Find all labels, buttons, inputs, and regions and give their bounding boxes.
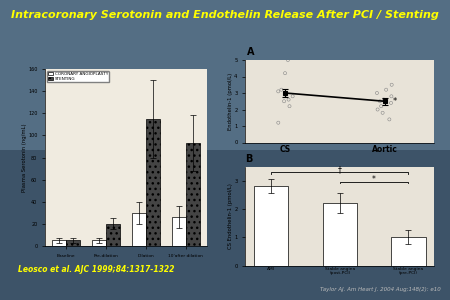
Bar [132,213,146,246]
Point [379,110,386,115]
Text: Taylor AJ. Am Heart J. 2004 Aug;148(2): e10: Taylor AJ. Am Heart J. 2004 Aug;148(2): … [320,287,441,292]
Point [289,94,296,99]
Point [378,104,385,109]
Point [285,97,292,102]
Text: †: † [338,165,342,174]
Point [374,107,381,112]
Text: Leosco et al. AJC 1999;84:1317-1322: Leosco et al. AJC 1999;84:1317-1322 [18,266,175,274]
Point [278,87,285,92]
Bar [323,203,357,266]
Point [382,87,390,92]
Bar [0,0,450,150]
Point [274,120,282,125]
Bar [254,186,288,266]
Y-axis label: Endothelin-1 (pmol/L): Endothelin-1 (pmol/L) [228,73,233,130]
Point [282,92,289,97]
Point [280,99,288,103]
Point [388,82,395,87]
Text: *: * [372,175,376,184]
Point [281,91,288,95]
Point [284,58,292,62]
Bar [52,241,66,246]
Point [387,100,395,105]
Bar [0,150,450,300]
Bar [172,217,186,246]
Text: *: * [392,97,397,106]
Bar [66,241,80,246]
Bar [186,143,200,246]
Y-axis label: CS Endothelin-1 (pmol/L): CS Endothelin-1 (pmol/L) [228,183,233,249]
Bar [146,119,160,246]
Point [380,97,387,102]
Bar [92,241,106,246]
Text: B: B [245,154,252,164]
Point [376,99,383,103]
Text: A: A [247,47,255,57]
Bar [106,224,120,246]
Point [286,104,293,109]
Point [388,94,395,99]
Text: Intracoronary Serotonin and Endothelin Release After PCI / Stenting: Intracoronary Serotonin and Endothelin R… [11,11,439,20]
Point [374,91,381,95]
Legend: CORONARY ANGIOPLASTY, STENTING: CORONARY ANGIOPLASTY, STENTING [47,71,109,82]
Y-axis label: Plasma Serotonin (ng/mL): Plasma Serotonin (ng/mL) [22,123,27,192]
Point [281,71,288,76]
Point [386,117,393,122]
Bar [392,237,426,266]
Point [274,89,282,94]
